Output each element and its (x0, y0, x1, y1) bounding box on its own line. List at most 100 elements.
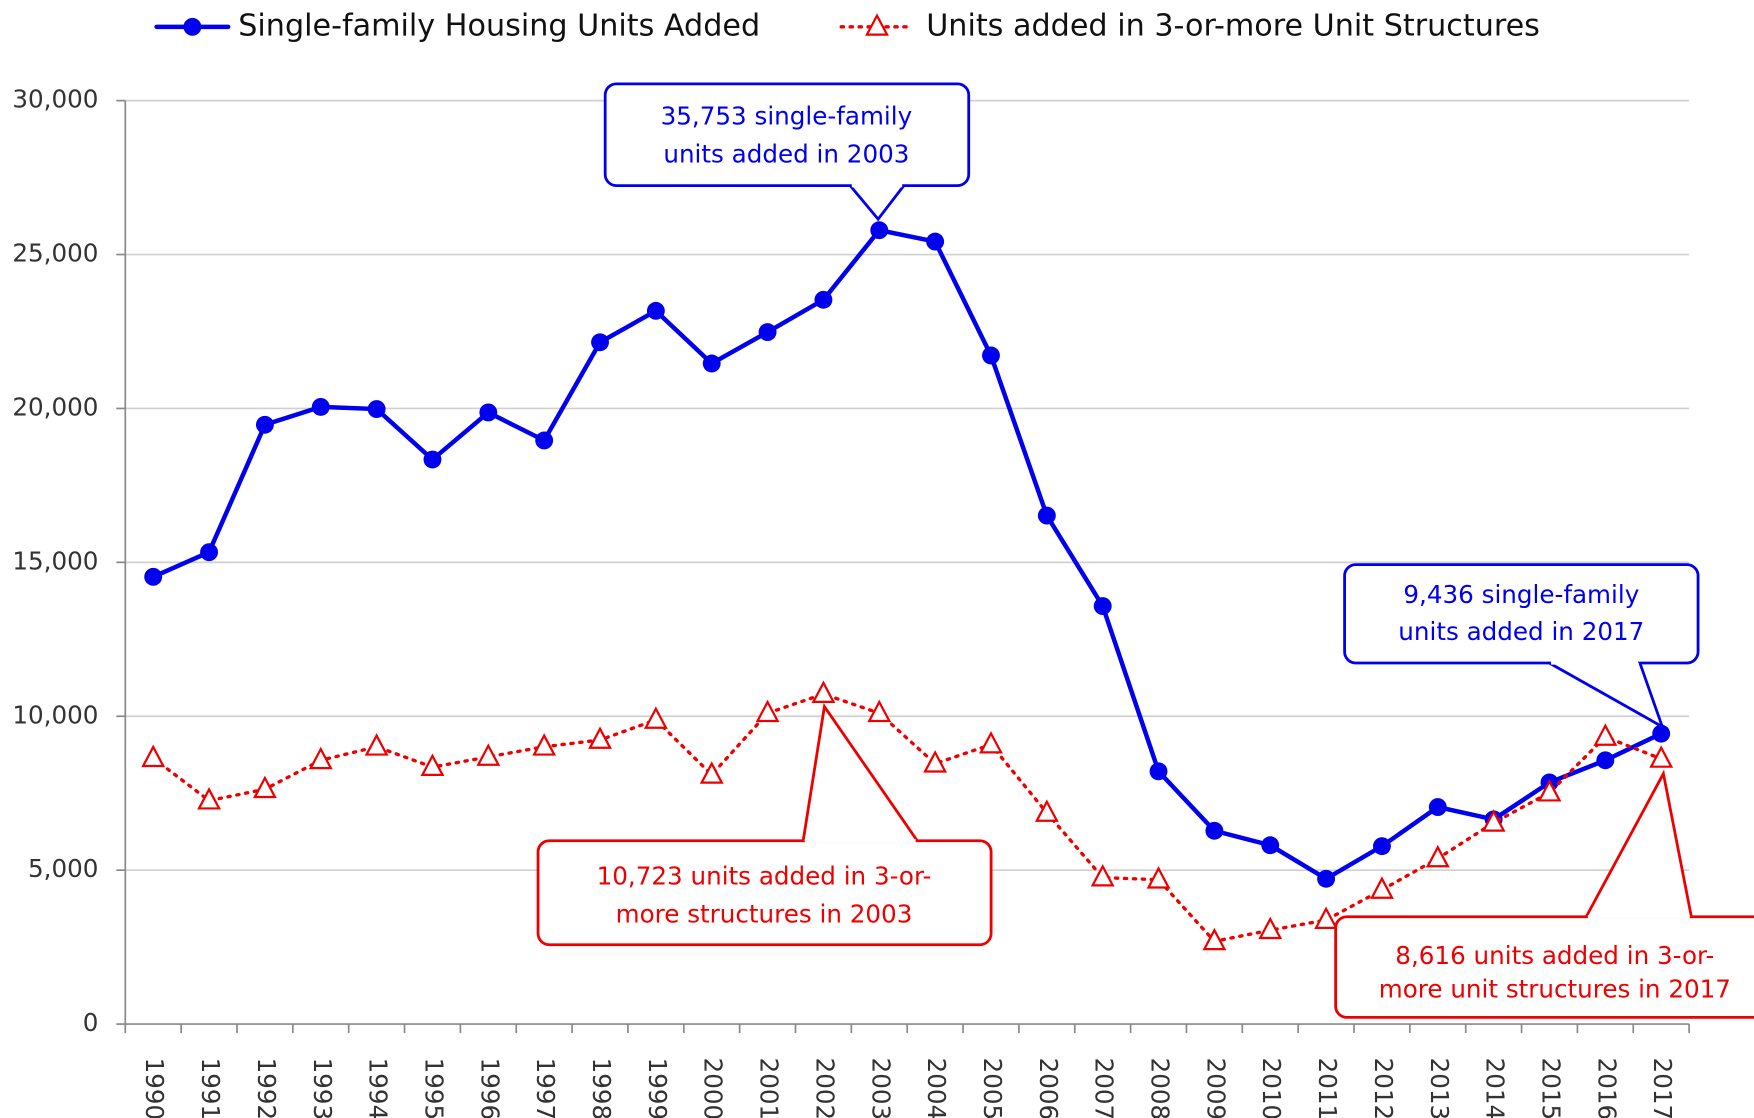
series-line (151, 692, 1663, 944)
point-marker (1149, 762, 1168, 781)
point-marker (979, 731, 1003, 754)
callout-pointer (801, 702, 919, 842)
point-marker (1205, 821, 1224, 840)
callout-text: units added in 2017 (1398, 617, 1644, 646)
point-marker (367, 400, 386, 419)
point-marker (1370, 876, 1394, 899)
x-tick-label: 2014 (1481, 1058, 1510, 1118)
callout: 8,616 units added in 3-or-more unit stru… (1334, 769, 1754, 1019)
point-marker (1314, 906, 1339, 929)
x-tick-label: 1993 (308, 1058, 337, 1118)
callout-pointer (1584, 769, 1693, 918)
point-marker (144, 567, 163, 586)
point-marker (423, 450, 442, 469)
point-marker (870, 221, 889, 240)
point-marker (1372, 837, 1391, 856)
point-marker (646, 301, 665, 320)
x-tick-label: 1999 (643, 1058, 672, 1118)
point-marker (702, 354, 721, 373)
x-tick-label: 2003 (866, 1058, 895, 1118)
x-tick-label: 1998 (587, 1058, 616, 1118)
x-tick-label: 1991 (196, 1058, 225, 1118)
legend-marker (183, 17, 202, 36)
x-tick-label: 2015 (1536, 1058, 1565, 1118)
point-marker (252, 775, 277, 799)
point-marker (1146, 866, 1171, 889)
y-tick-label: 30,000 (12, 85, 98, 114)
x-tick-label: 2000 (699, 1058, 728, 1118)
point-marker (926, 232, 945, 251)
point-marker (479, 403, 498, 422)
point-marker (1202, 927, 1227, 951)
legend-label: Single-family Housing Units Added (238, 8, 760, 43)
point-marker (1034, 799, 1059, 822)
x-tick-label: 2013 (1425, 1058, 1454, 1118)
point-marker (535, 431, 554, 450)
callout-text: 8,616 units added in 3-or- (1395, 941, 1714, 970)
x-tick-label: 1997 (531, 1058, 560, 1118)
x-tick-label: 2002 (810, 1058, 839, 1118)
point-marker (643, 706, 668, 729)
point-marker (758, 323, 777, 342)
x-tick-label: 2016 (1592, 1058, 1621, 1118)
callout-text: 35,753 single-family (661, 101, 913, 130)
x-tick-label: 2009 (1201, 1058, 1230, 1118)
x-tick-label: 2005 (978, 1058, 1007, 1118)
x-tick-label: 2011 (1313, 1058, 1342, 1118)
point-marker (1258, 916, 1283, 940)
point-marker (923, 750, 948, 773)
point-marker (197, 787, 221, 810)
x-tick-label: 2012 (1369, 1058, 1398, 1118)
point-marker (814, 290, 833, 309)
callout-text: 10,723 units added in 3-or- (597, 862, 932, 891)
legend-marker (865, 13, 889, 36)
callout: 35,753 single-family units added in 2003 (603, 82, 971, 222)
point-marker (1481, 809, 1506, 832)
point-marker (1593, 723, 1618, 746)
point-marker (476, 743, 501, 766)
point-marker (867, 699, 892, 723)
point-marker (1425, 844, 1450, 868)
y-tick-label: 20,000 (12, 392, 98, 421)
y-tick-label: 0 (83, 1008, 99, 1037)
callout-pointer (1548, 661, 1665, 730)
x-tick-label: 2006 (1034, 1058, 1063, 1118)
callout: 9,436 single-family units added in 2017 (1343, 563, 1700, 730)
y-tick-label: 5,000 (28, 854, 98, 883)
x-tick-label: 2008 (1146, 1058, 1175, 1118)
x-tick-label: 1990 (140, 1058, 169, 1118)
point-marker (1428, 798, 1447, 817)
callout-text: more unit structures in 2017 (1379, 975, 1731, 1004)
point-marker (200, 543, 219, 562)
point-marker (1596, 751, 1615, 770)
callout-box (1334, 915, 1754, 1019)
callout-text: more structures in 2003 (616, 900, 913, 929)
callout-text: units added in 2003 (663, 139, 909, 168)
point-marker (588, 726, 612, 749)
x-tick-label: 2010 (1257, 1058, 1286, 1118)
callout-pointer (849, 184, 905, 222)
y-tick-label: 25,000 (12, 239, 98, 268)
point-marker (255, 415, 274, 434)
point-marker (141, 744, 166, 768)
point-marker (532, 733, 557, 756)
point-marker (755, 699, 780, 723)
x-tick-label: 2007 (1090, 1058, 1119, 1118)
x-tick-label: 2017 (1648, 1058, 1677, 1118)
legend-label: Units added in 3-or-more Unit Structures (926, 8, 1540, 43)
x-tick-label: 2001 (755, 1058, 784, 1118)
point-marker (1537, 779, 1562, 802)
x-tick-label: 2004 (922, 1058, 951, 1118)
point-marker (1090, 863, 1115, 887)
point-marker (364, 733, 389, 756)
point-marker (1649, 745, 1674, 768)
point-marker (1093, 597, 1112, 616)
point-marker (591, 333, 609, 352)
callout-box (603, 82, 971, 187)
callout: 10,723 units added in 3-or-more structur… (536, 702, 993, 947)
point-marker (1261, 836, 1280, 855)
x-tick-label: 1994 (364, 1058, 393, 1118)
point-marker (308, 746, 333, 770)
point-marker (811, 680, 836, 703)
